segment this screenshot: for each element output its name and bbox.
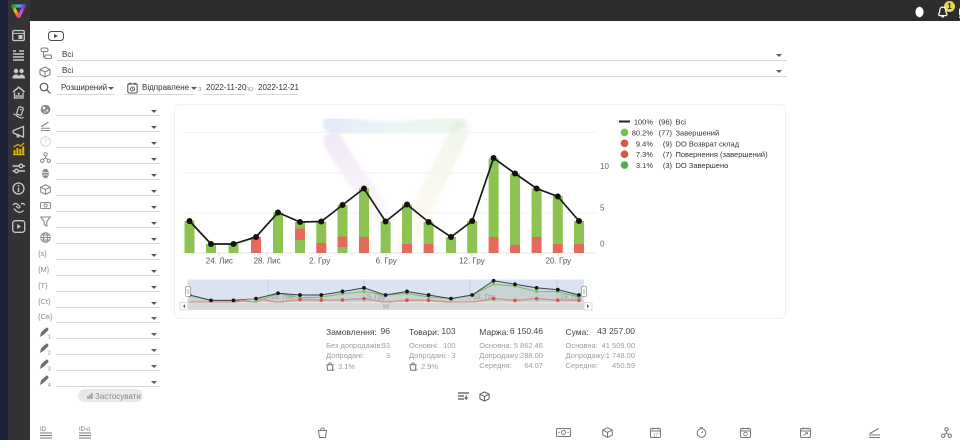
svg-text:10: 10 xyxy=(600,162,609,171)
svg-text:12. Гру: 12. Гру xyxy=(459,257,485,266)
svg-text:3.1%: 3.1% xyxy=(636,161,653,170)
svg-text:(3): (3) xyxy=(663,161,673,170)
svg-text:2: 2 xyxy=(48,351,51,356)
svg-text:Завершений: Завершений xyxy=(676,128,720,137)
svg-text:x: x xyxy=(415,367,418,371)
svg-text:28. Лис: 28. Лис xyxy=(271,294,295,301)
svg-text:(96): (96) xyxy=(659,118,673,127)
svg-text:6. Гру: 6. Гру xyxy=(376,257,397,266)
svg-text:7.3%: 7.3% xyxy=(636,150,653,159)
svg-text:3: 3 xyxy=(48,367,51,372)
svg-text:DO Возврат склад: DO Возврат склад xyxy=(676,139,740,148)
svg-text:(7): (7) xyxy=(663,150,673,159)
svg-text:DO Завершено: DO Завершено xyxy=(676,161,729,170)
svg-text:1: 1 xyxy=(48,335,51,340)
svg-text:17: 17 xyxy=(653,432,659,437)
svg-text:Повернення (завершений): Повернення (завершений) xyxy=(676,150,769,159)
svg-text:24. Лис: 24. Лис xyxy=(206,257,233,266)
svg-text:19. Гру: 19. Гру xyxy=(560,294,583,301)
svg-text:5: 5 xyxy=(600,204,605,213)
svg-text:ID-o: ID-o xyxy=(79,427,91,433)
svg-text:x: x xyxy=(332,367,335,371)
svg-text:ID: ID xyxy=(40,427,47,433)
svg-text:(77): (77) xyxy=(659,128,673,137)
svg-text:100%: 100% xyxy=(634,118,654,127)
svg-text:0: 0 xyxy=(600,240,605,249)
svg-text:(9): (9) xyxy=(663,139,673,148)
svg-text:4: 4 xyxy=(48,383,51,388)
svg-text:?: ? xyxy=(44,139,48,146)
svg-text:5. Гру: 5. Гру xyxy=(367,294,386,301)
svg-text:80.2%: 80.2% xyxy=(632,128,654,137)
svg-text:12. Гру: 12. Гру xyxy=(473,294,496,301)
svg-text:2. Гру: 2. Гру xyxy=(309,257,330,266)
svg-text:28. Лис: 28. Лис xyxy=(254,257,281,266)
svg-text:20. Гру: 20. Гру xyxy=(546,257,572,266)
svg-text:Всі: Всі xyxy=(676,118,687,127)
svg-text:9.4%: 9.4% xyxy=(636,139,653,148)
